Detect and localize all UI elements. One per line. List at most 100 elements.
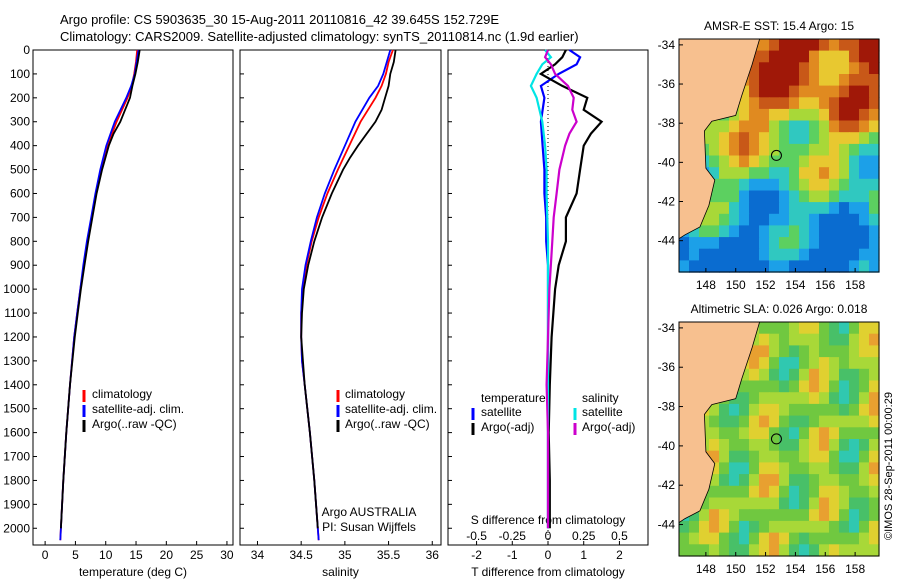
map-cell [859,439,870,452]
map-cell [719,520,730,534]
map-cell [799,368,810,382]
map-cell [719,237,730,250]
map-cell [699,497,710,510]
map-cell [809,178,820,192]
map-cell [809,202,820,215]
y-tick-label: 300 [10,115,30,129]
map-cell [789,143,800,157]
map-cell [829,97,840,110]
map-cell [839,474,850,487]
map-cell [819,120,830,133]
map-cell [769,474,780,487]
map-cell [859,427,870,440]
map-cell [759,439,770,452]
map-cell [799,225,810,238]
map-cell [839,50,850,63]
map-cell [809,190,820,203]
map-cell [839,520,850,534]
map-cell [779,403,790,417]
map-cell [769,520,780,534]
map-cell [749,357,760,370]
map-cell [709,520,720,534]
x-tick-label: 158 [845,562,865,576]
map-cell [789,225,800,238]
map-cell [869,544,880,557]
map-cell [679,532,690,545]
y-tick-label: 1300 [3,354,30,368]
map-cell [769,439,780,452]
map-cell [729,497,740,510]
map-cell [849,85,860,98]
map-cell [819,380,830,393]
map-cell [829,485,840,499]
map-cell [689,225,700,238]
map-cell [789,345,800,358]
map-cell [769,345,780,358]
map-cell [839,544,850,557]
map-cell [819,50,830,63]
map-cell [779,108,790,122]
map-cell [859,322,870,335]
map-cell [709,248,720,261]
map-cell [709,485,720,499]
map-cell [849,450,860,463]
map-cell [769,108,780,122]
map-cell [759,120,770,133]
map-cell [869,202,880,215]
map-cell [869,439,880,452]
map-cell [749,97,760,110]
map-cell [819,178,830,192]
map-cell [809,333,820,346]
salinity-profile-chart: 34 34.5 35 35.5 36 salinity climatologysatelli… [239,49,442,579]
map-cell [799,190,810,203]
map-cell [769,190,780,203]
map-cell [789,439,800,452]
map-cell [869,178,880,192]
map-cell [749,132,760,145]
map-cell [859,392,870,405]
map-cell [829,345,840,358]
map-cell [869,403,880,417]
map-cell [709,509,720,522]
y-tick-label: 700 [10,210,30,224]
map-cell [709,225,720,238]
map-cell [859,474,870,487]
map-cell [839,143,850,157]
map-cell [809,62,820,75]
map-cell [769,178,780,192]
x-tick-label: -1 [507,548,518,562]
map-cell [859,544,870,557]
map-cell [679,248,690,261]
map-cell [859,345,870,358]
map-cell [789,132,800,145]
y-tick-label: -42 [658,195,676,209]
map-cell [749,120,760,133]
map-cell [759,392,770,405]
map-cell [869,427,880,440]
map-cell [739,474,750,487]
map-cell [799,97,810,110]
map-cell [759,462,770,475]
map-cell [739,380,750,393]
x-tick-label: 0 [545,548,552,562]
map-cell [769,427,780,440]
x-tick-label: 25 [190,548,204,562]
map-cell [739,485,750,499]
map-cell [809,474,820,487]
map-cell [819,225,830,238]
map-cell [769,202,780,215]
map-cell [829,403,840,417]
map-cell [689,237,700,250]
y-tick-label: -44 [658,518,676,532]
map-cell [699,237,710,250]
map-cell [749,143,760,157]
map-cell [839,345,850,358]
map-cell [819,357,830,370]
map-cell [799,333,810,346]
map-cell [859,190,870,203]
map-cell [729,509,740,522]
map-cell [799,462,810,475]
map-cell [839,260,850,273]
map-cell [789,39,800,52]
map-cell [819,439,830,452]
